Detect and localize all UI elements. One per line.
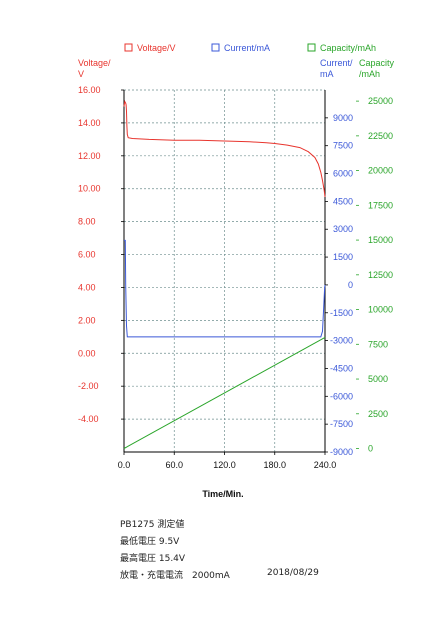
capacity-tick-label: 15000: [368, 235, 393, 245]
capacity-tick-label: 0: [368, 444, 373, 454]
series-line-voltage: [123, 99, 326, 198]
note-max-voltage: 最高電圧 15.4V: [120, 554, 186, 564]
current-axis-title-line2: mA: [320, 69, 334, 79]
legend-label-capacity: Capacity/mAh: [320, 43, 376, 53]
voltage-tick-label: 16.00: [78, 85, 101, 95]
series-line-capacity: [123, 336, 326, 449]
x-tick-label: 240.0: [314, 460, 337, 470]
current-tick-label: -9000: [330, 447, 353, 457]
notes-block: PB1275 測定値 最低電圧 9.5V 最高電圧 15.4V 放電・充電電流 …: [120, 517, 230, 585]
current-tick-label: 9000: [333, 113, 353, 123]
note-current: 放電・充電電流 2000mA: [120, 571, 230, 581]
capacity-tick-label: 17500: [368, 200, 393, 210]
x-tick-label: 180.0: [263, 460, 286, 470]
capacity-tick-label: 12500: [368, 270, 393, 280]
legend-label-current: Current/mA: [224, 43, 270, 53]
current-axis-title-line1: Current/: [320, 58, 353, 68]
legend-item-capacity: Capacity/mAh: [307, 43, 376, 53]
capacity-ticks: 2500022500200001750015000125001000075005…: [356, 96, 393, 454]
series-line-current: [124, 239, 326, 338]
capacity-tick-label: 2500: [368, 409, 388, 419]
x-ticks: 0.0 60.0 120.0 180.0 240.0: [118, 452, 337, 470]
voltage-tick-label: 8.00: [78, 217, 96, 227]
current-tick-label: 1500: [333, 252, 353, 262]
note-date: 2018/08/29: [267, 568, 319, 578]
current-ticks: 9000 7500 6000 4500 3000 1500 0 -1500 -3000 -4500…: [325, 113, 353, 457]
capacity-tick-label: 7500: [368, 339, 388, 349]
voltage-tick-label: 6.00: [78, 250, 96, 260]
capacity-axis-title-line1: Capacity: [359, 58, 395, 68]
current-tick-label: -3000: [330, 336, 353, 346]
voltage-tick-label: 4.00: [78, 282, 96, 292]
voltage-tick-label: 2.00: [78, 315, 96, 325]
current-tick-label: 6000: [333, 169, 353, 179]
voltage-tick-label: 0.00: [78, 348, 96, 358]
voltage-axis-title-line2: V: [78, 69, 84, 79]
current-tick-label: 4500: [333, 196, 353, 206]
legend-swatch-capacity: [307, 43, 316, 52]
grid: [123, 89, 326, 452]
x-tick-label: 0.0: [118, 460, 131, 470]
current-tick-label: -6000: [330, 391, 353, 401]
legend-label-voltage: Voltage/V: [137, 43, 176, 53]
current-tick-label: 7500: [333, 141, 353, 151]
voltage-axis-title-line1: Voltage/: [78, 58, 111, 68]
current-tick-label: 3000: [333, 224, 353, 234]
legend-swatch-voltage: [124, 43, 133, 52]
capacity-tick-label: 10000: [368, 305, 393, 315]
current-tick-label: -4500: [330, 363, 353, 373]
series-group: [123, 99, 326, 449]
capacity-tick-label: 20000: [368, 166, 393, 176]
current-tick-label: 0: [348, 280, 353, 290]
capacity-axis-title-line2: /mAh: [359, 69, 380, 79]
legend-item-voltage: Voltage/V: [124, 43, 176, 53]
x-tick-label: 60.0: [165, 460, 183, 470]
capacity-tick-label: 25000: [368, 96, 393, 106]
note-model: PB1275 測定値: [120, 520, 185, 530]
capacity-tick-label: 22500: [368, 131, 393, 141]
voltage-ticks: 16.00 14.00 12.00 10.00 8.00 6.00 4.00 2.00 0.00…: [78, 85, 124, 424]
note-min-voltage: 最低電圧 9.5V: [120, 537, 180, 547]
x-tick-label: 120.0: [213, 460, 236, 470]
capacity-tick-label: 5000: [368, 374, 388, 384]
legend: Voltage/V Current/mA Capacity/mAh: [124, 43, 376, 53]
voltage-tick-label: -2.00: [78, 381, 99, 391]
voltage-tick-label: 10.00: [78, 184, 101, 194]
current-tick-label: -1500: [330, 308, 353, 318]
x-axis-title: Time/Min.: [202, 489, 243, 499]
current-tick-label: -7500: [330, 419, 353, 429]
voltage-tick-label: 12.00: [78, 151, 101, 161]
legend-item-current: Current/mA: [211, 43, 270, 53]
legend-swatch-current: [211, 43, 220, 52]
voltage-tick-label: 14.00: [78, 118, 101, 128]
voltage-tick-label: -4.00: [78, 414, 99, 424]
